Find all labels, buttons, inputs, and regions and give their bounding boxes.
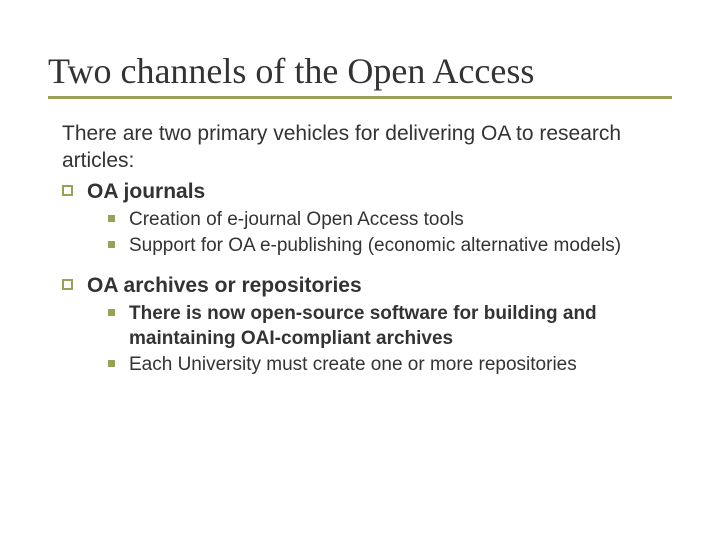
square-outline-icon [62,185,73,196]
square-fill-icon [108,309,115,316]
sublist-item-text: Support for OA e-publishing (economic al… [129,234,621,259]
square-fill-icon [108,360,115,367]
sublist-item: Support for OA e-publishing (economic al… [108,234,672,259]
sublist-item: Creation of e-journal Open Access tools [108,208,672,233]
intro-text: There are two primary vehicles for deliv… [48,121,672,175]
list-item-row: OA archives or repositories [62,273,672,300]
list-item-row: OA journals [62,179,672,206]
list-item-label: OA archives or repositories [87,273,362,300]
square-fill-icon [108,215,115,222]
title-underline [48,96,672,99]
sublist-item-text: There is now open-source software for bu… [129,302,672,351]
list-item: OA journals [48,179,672,206]
list-item-label: OA journals [87,179,205,206]
sublist: Creation of e-journal Open Access tools … [48,208,672,259]
square-fill-icon [108,241,115,248]
sublist-item-text: Creation of e-journal Open Access tools [129,208,464,233]
sublist-item: There is now open-source software for bu… [108,302,672,351]
sublist-item-text: Each University must create one or more … [129,353,577,378]
slide-title: Two channels of the Open Access [48,50,672,92]
square-outline-icon [62,279,73,290]
list-item: OA archives or repositories [48,273,672,300]
slide: Two channels of the Open Access There ar… [0,0,720,540]
sublist: There is now open-source software for bu… [48,302,672,378]
sublist-item: Each University must create one or more … [108,353,672,378]
